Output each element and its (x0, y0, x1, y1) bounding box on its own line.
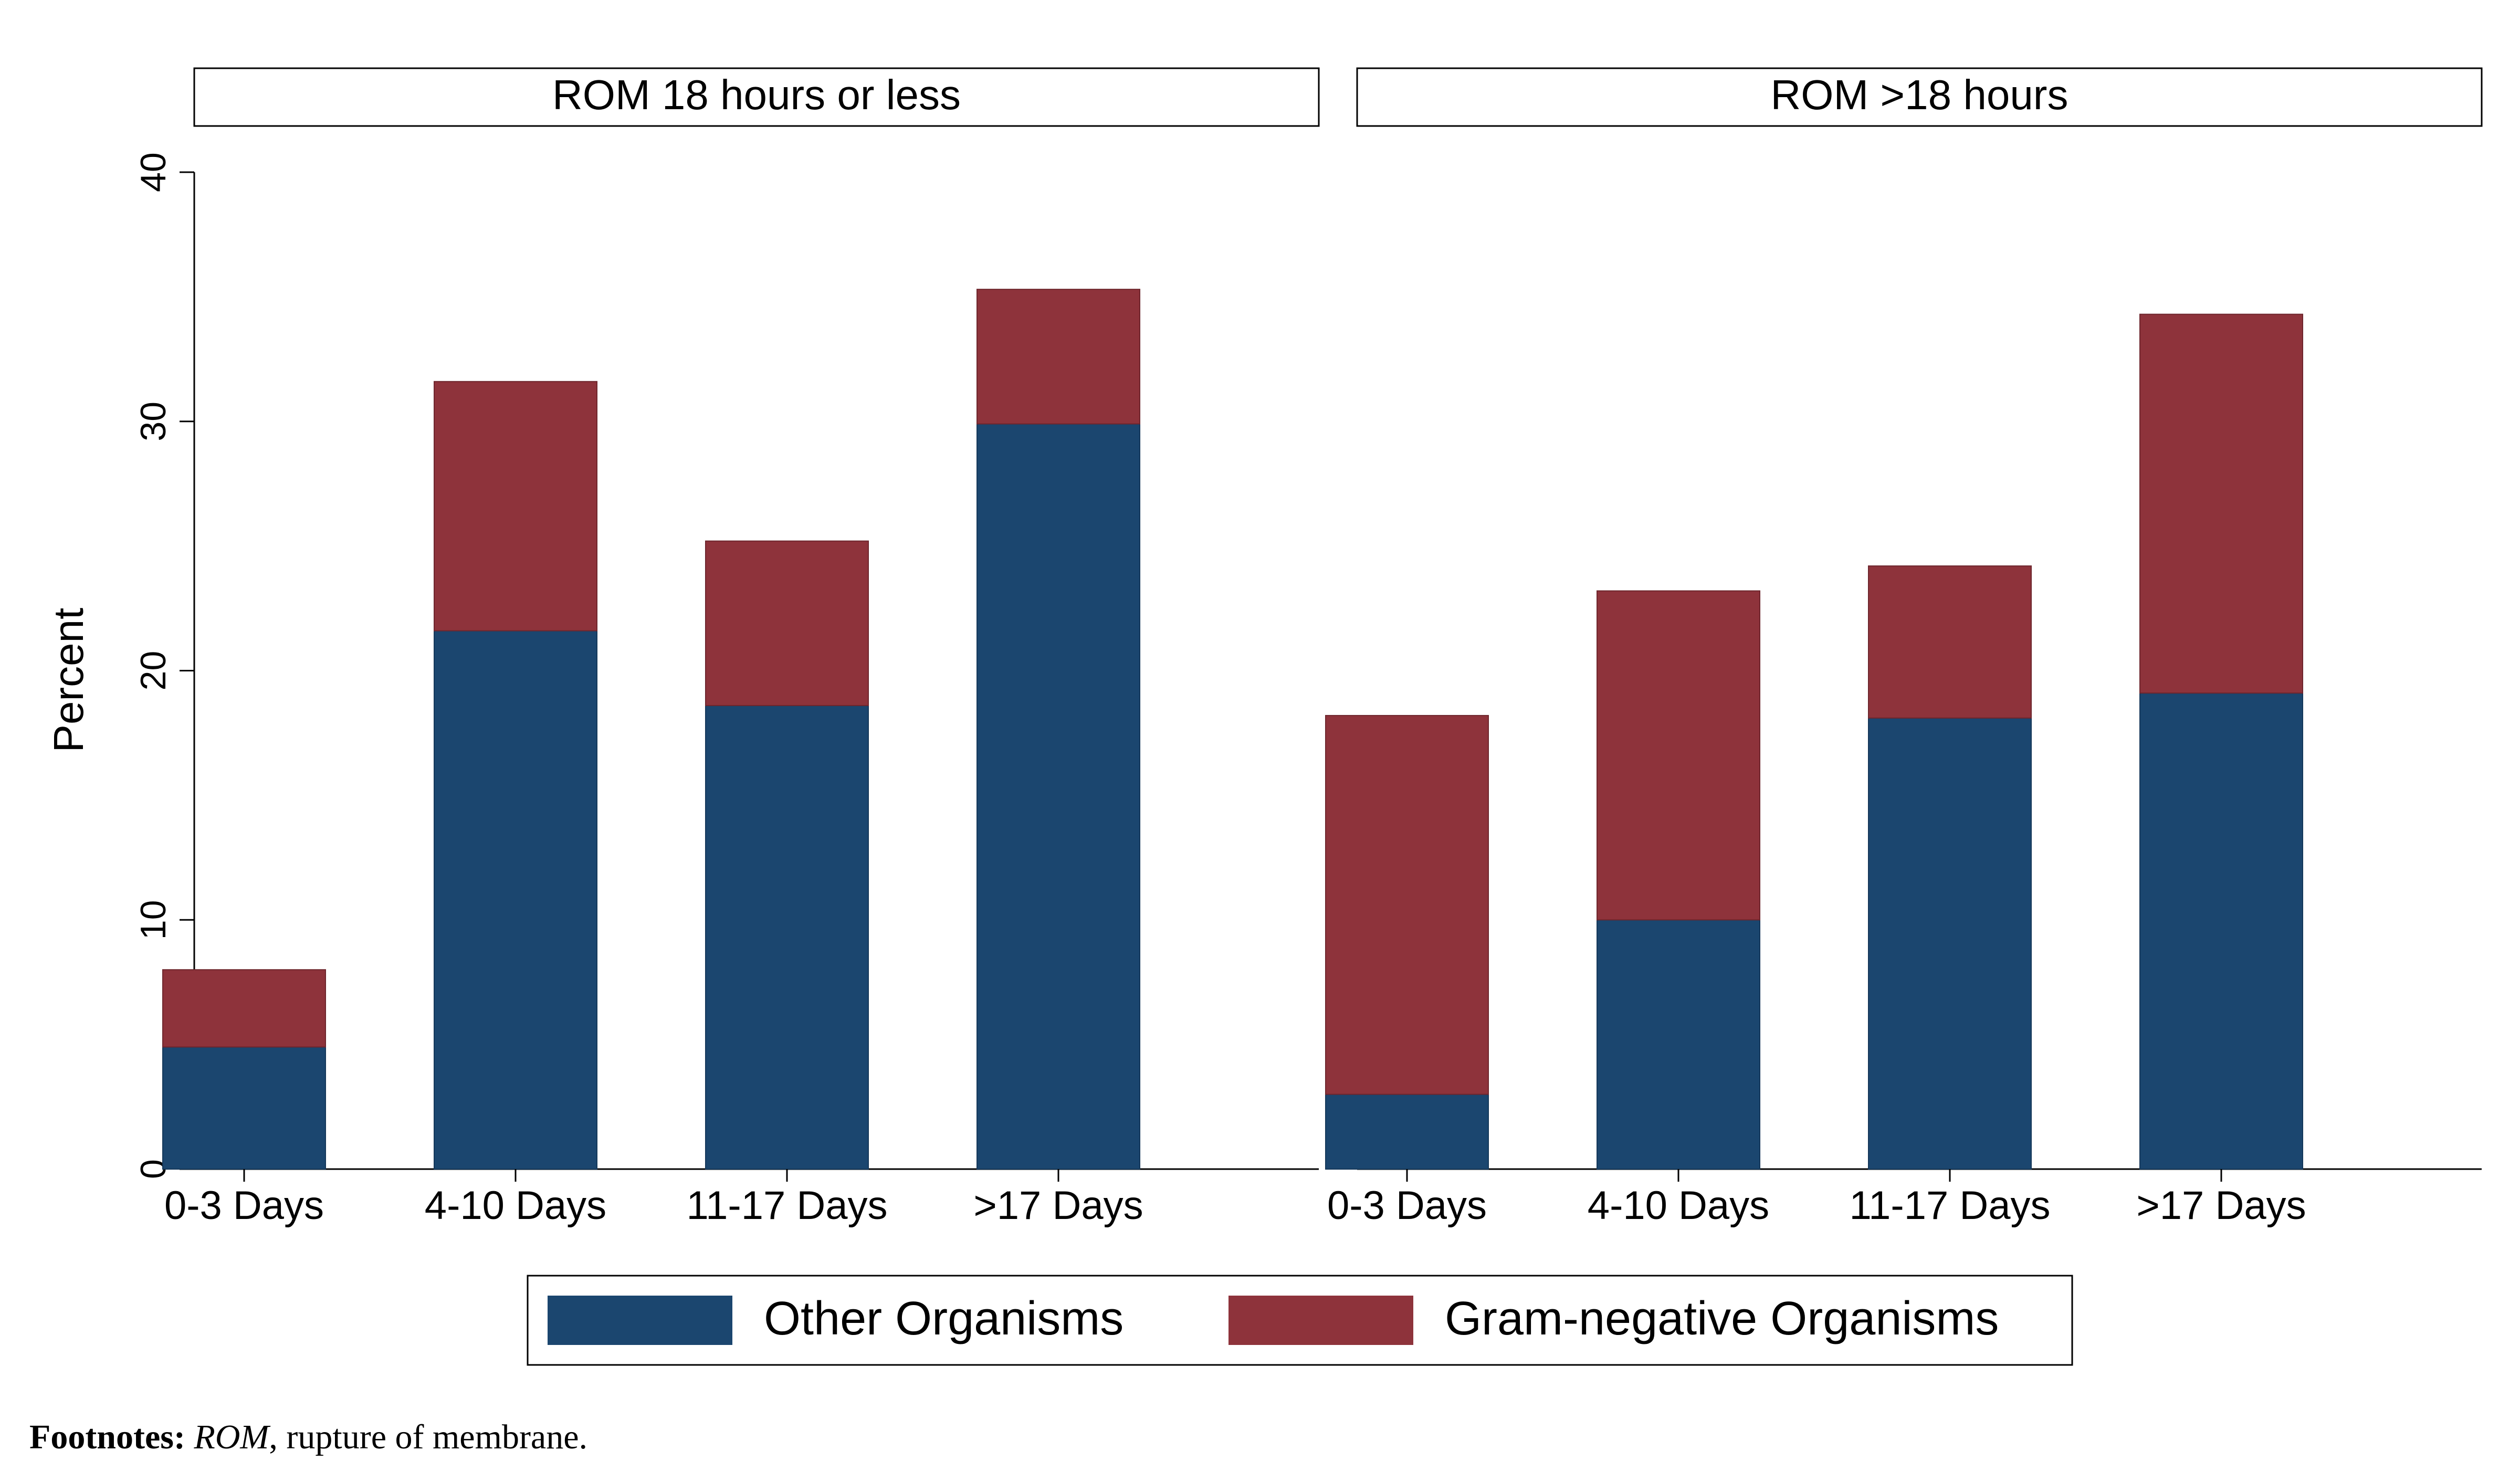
legend-swatch-other-organisms (548, 1296, 732, 1345)
x-tick-label: >17 Days (973, 1183, 1143, 1228)
panel-title-strip (1356, 67, 2483, 127)
panel-title: ROM 18 hours or less (552, 71, 961, 118)
bar-gram-negative-organisms (434, 381, 597, 632)
footnote-abbr: ROM (194, 1418, 269, 1456)
bar-other-organisms (976, 423, 1140, 1170)
panel-title: ROM >18 hours (1771, 71, 2068, 118)
bar-other-organisms (434, 630, 597, 1170)
bar-gram-negative-organisms (705, 540, 869, 706)
bar-other-organisms (1325, 1094, 1489, 1170)
bar-other-organisms (162, 1046, 326, 1170)
y-tick-label: 40 (133, 152, 173, 192)
legend-label-gram-negative-organisms: Gram-negative Organisms (1445, 1292, 1999, 1345)
legend-label-other-organisms: Other Organisms (764, 1292, 1124, 1345)
y-tick-label: 20 (133, 651, 173, 691)
x-tick-label: 4-10 Days (1588, 1183, 1769, 1228)
bar-gram-negative-organisms (2139, 313, 2303, 694)
bar-other-organisms (2139, 692, 2303, 1170)
bar-gram-negative-organisms (1597, 590, 1760, 921)
bar-gram-negative-organisms (162, 969, 326, 1048)
x-tick-label: 11-17 Days (686, 1183, 887, 1228)
bar-gram-negative-organisms (1868, 565, 2032, 719)
legend-swatch-gram-negative-organisms (1228, 1296, 1413, 1345)
bar-other-organisms (1597, 919, 1760, 1170)
footnote-text: , rupture of membrane. (269, 1418, 588, 1456)
bar-other-organisms (705, 705, 869, 1170)
bar-gram-negative-organisms (976, 289, 1140, 425)
y-tick-label: 30 (133, 402, 173, 441)
y-tick-label: 10 (133, 900, 173, 940)
y-axis-title: Percent (45, 608, 92, 753)
panel-title-strip (193, 67, 1320, 127)
bar-gram-negative-organisms (1325, 714, 1489, 1095)
x-tick-label: 11-17 Days (1849, 1183, 2050, 1228)
x-tick-label: 0-3 Days (164, 1183, 324, 1228)
footnote: Footnotes: ROM, rupture of membrane. (29, 1417, 587, 1457)
x-tick-label: >17 Days (2136, 1183, 2306, 1228)
footnote-label: Footnotes: (29, 1418, 185, 1456)
x-tick-label: 0-3 Days (1327, 1183, 1487, 1228)
x-tick-label: 4-10 Days (425, 1183, 606, 1228)
bar-other-organisms (1868, 717, 2032, 1170)
